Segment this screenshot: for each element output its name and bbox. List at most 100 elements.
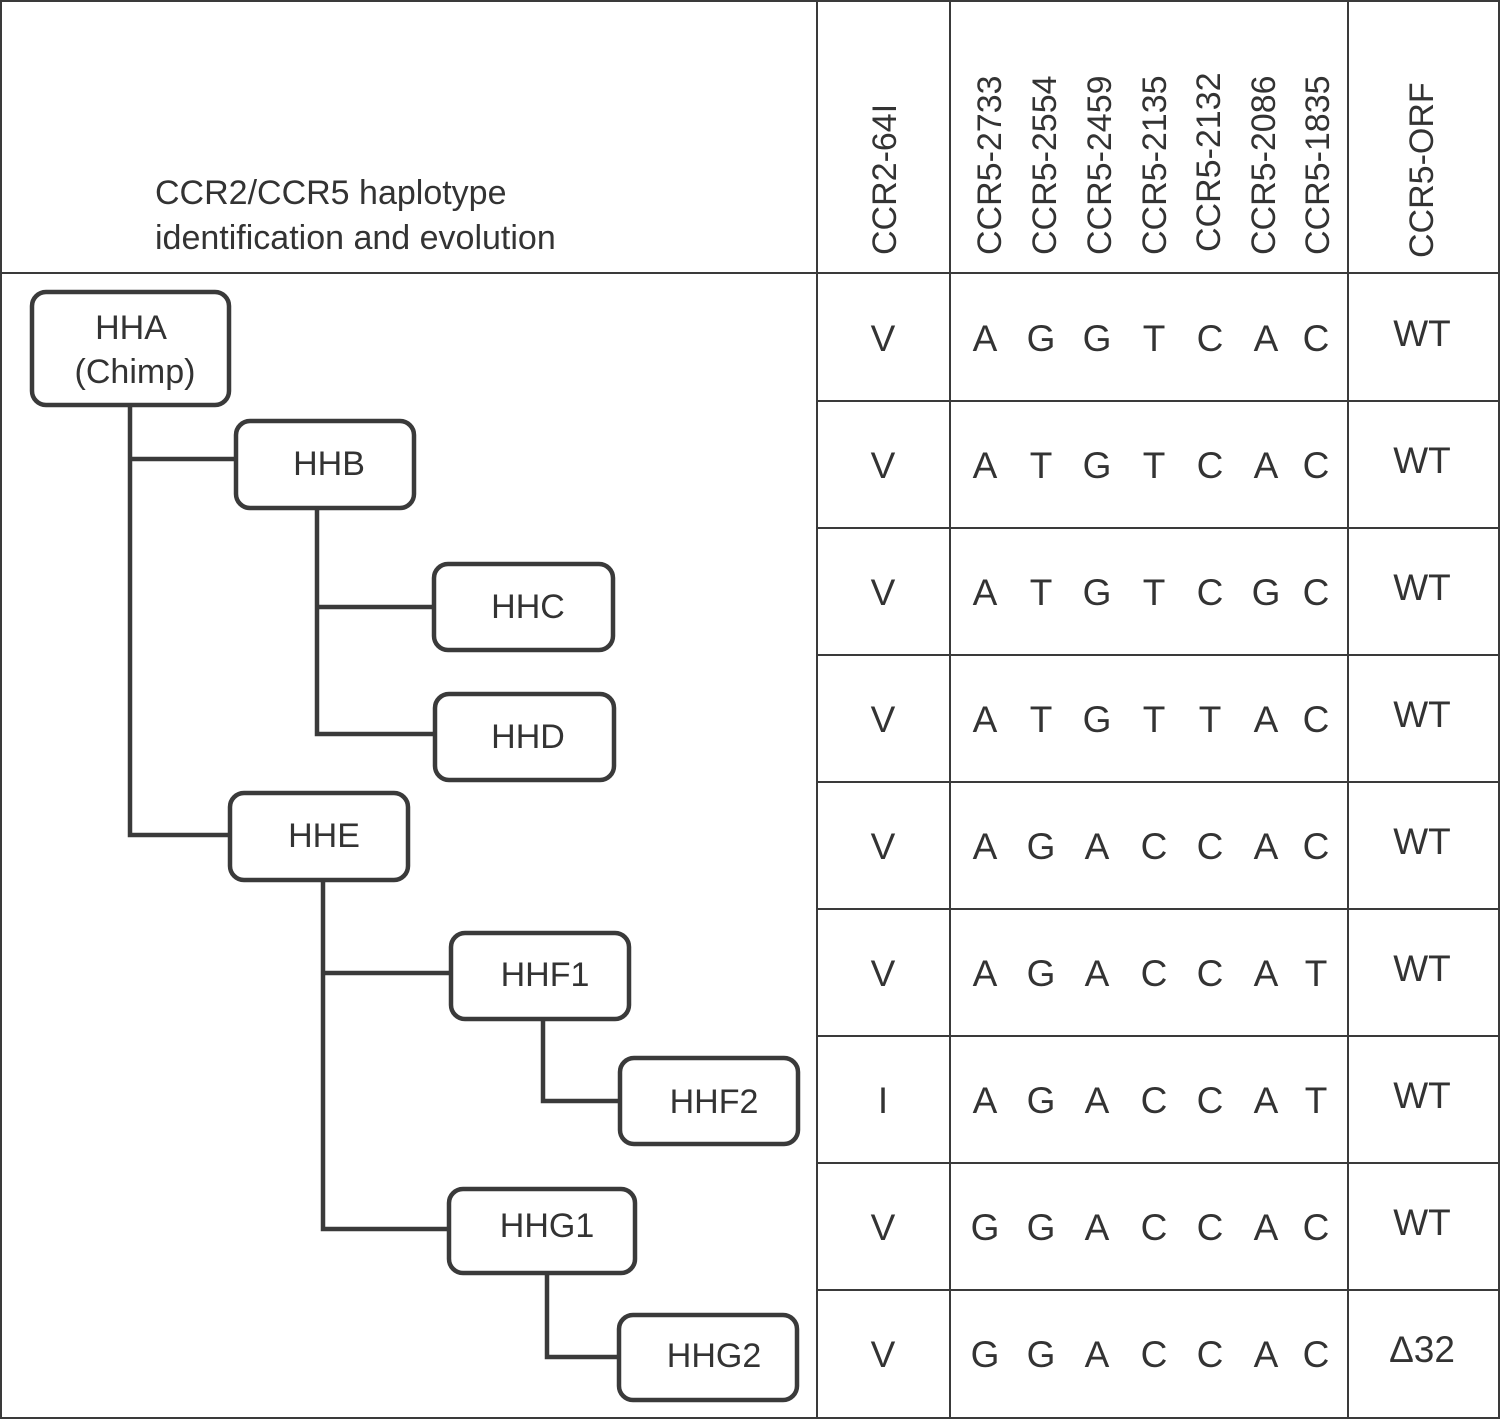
orf-cell: WT (1393, 1075, 1451, 1116)
snp-cell: G (1027, 1207, 1056, 1248)
column-header-ccr5-2733: CCR5-2733 (971, 75, 1009, 255)
node-label: HHA (95, 309, 167, 347)
node-label: HHF1 (501, 956, 590, 994)
snp-cell: A (1254, 826, 1279, 867)
node-label: HHE (288, 817, 360, 855)
snp-cell: A (973, 826, 998, 867)
snp-cell: C (1141, 953, 1168, 994)
ccr2-cell: V (871, 1334, 896, 1375)
tree-node-hhc: HHC (431, 561, 616, 653)
column-headers: CCR2-64I CCR5-2733 CCR5-2554 CCR5-2459 C… (866, 72, 1441, 258)
orf-cell: WT (1393, 694, 1451, 735)
tree-node-hhb: HHB (233, 418, 417, 511)
tree-node-hhg2: HHG2 (616, 1312, 800, 1403)
snp-cell: T (1305, 953, 1328, 994)
snp-cell: T (1143, 572, 1166, 613)
snp-cell: C (1303, 445, 1330, 486)
tree-node-hhg1: HHG1 (446, 1186, 638, 1276)
snp-cell: G (1083, 318, 1112, 359)
orf-cell: WT (1393, 948, 1451, 989)
snp-cell: A (1085, 1207, 1110, 1248)
tree-node-hhe: HHE (227, 790, 411, 883)
tree-node-hhd: HHD (432, 691, 617, 783)
snp-cell: G (1027, 1080, 1056, 1121)
node-label: HHB (293, 445, 365, 483)
snp-cell: A (973, 318, 998, 359)
snp-cell: G (1252, 572, 1281, 613)
table-row: V A T G T T A C WT (871, 694, 1451, 740)
snp-cell: G (1027, 826, 1056, 867)
snp-cell: C (1197, 1080, 1224, 1121)
snp-cell: C (1303, 699, 1330, 740)
snp-cell: T (1199, 699, 1222, 740)
table-row: V A T G T C A C WT (871, 440, 1451, 486)
snp-cell: A (1254, 1207, 1279, 1248)
figure-title-line1: CCR2/CCR5 haplotype (155, 174, 507, 212)
snp-cell: C (1303, 1334, 1330, 1375)
snp-cell: T (1030, 445, 1053, 486)
tree-node-hhf1: HHF1 (448, 930, 632, 1022)
orf-cell: Δ32 (1389, 1329, 1455, 1370)
column-header-ccr5-2459: CCR5-2459 (1081, 75, 1119, 255)
snp-cell: C (1141, 1207, 1168, 1248)
snp-cell: A (973, 699, 998, 740)
orf-cell: WT (1393, 1202, 1451, 1243)
snp-cell: C (1197, 1334, 1224, 1375)
node-sublabel: (Chimp) (75, 353, 196, 391)
node-label: HHG2 (667, 1337, 761, 1375)
snp-cell: A (1085, 1334, 1110, 1375)
column-header-ccr5-2086: CCR5-2086 (1245, 75, 1283, 255)
column-header-ccr5-2135: CCR5-2135 (1136, 75, 1174, 255)
snp-cell: G (1027, 1334, 1056, 1375)
node-label: HHD (491, 718, 565, 756)
ccr2-cell: I (878, 1080, 888, 1121)
snp-cell: A (1254, 318, 1279, 359)
snp-cell: C (1141, 1080, 1168, 1121)
snp-cell: C (1303, 826, 1330, 867)
snp-cell: A (1085, 1080, 1110, 1121)
snp-cell: C (1303, 318, 1330, 359)
ccr2-cell: V (871, 1207, 896, 1248)
snp-cell: T (1305, 1080, 1328, 1121)
node-label: HHC (491, 588, 565, 626)
ccr2-cell: V (871, 572, 896, 613)
snp-cell: G (971, 1334, 1000, 1375)
snp-cell: A (973, 1080, 998, 1121)
snp-cell: T (1143, 445, 1166, 486)
snp-cell: C (1197, 1207, 1224, 1248)
figure-title-line2: identification and evolution (155, 219, 556, 257)
snp-cell: A (973, 953, 998, 994)
ccr2-cell: V (871, 445, 896, 486)
table-row: V G G A C C A C WT (871, 1202, 1451, 1248)
snp-cell: G (1083, 699, 1112, 740)
snp-cell: G (1027, 318, 1056, 359)
ccr2-cell: V (871, 699, 896, 740)
node-label: HHG1 (500, 1207, 594, 1245)
snp-cell: C (1141, 1334, 1168, 1375)
ccr2-cell: V (871, 953, 896, 994)
orf-cell: WT (1393, 440, 1451, 481)
snp-cell: T (1143, 318, 1166, 359)
snp-cell: C (1197, 826, 1224, 867)
orf-cell: WT (1393, 567, 1451, 608)
snp-cell: A (1254, 953, 1279, 994)
node-label: HHF2 (670, 1083, 759, 1121)
snp-cell: C (1141, 826, 1168, 867)
snp-cell: T (1030, 699, 1053, 740)
snp-cell: G (1027, 953, 1056, 994)
snp-cell: A (1254, 445, 1279, 486)
column-header-ccr5-2132: CCR5-2132 (1190, 72, 1228, 252)
snp-cell: G (1083, 572, 1112, 613)
table-row: I A G A C C A T WT (878, 1075, 1451, 1121)
data-rows: V A G G T C A C WTV A T G T C A C WTV A T G T C G C WTV A T G T T A C WT… (871, 313, 1455, 1375)
table-row: V A T G T C G C WT (871, 567, 1451, 613)
snp-cell: G (1083, 445, 1112, 486)
snp-cell: A (973, 572, 998, 613)
table-row: V G G A C C A C Δ32 (871, 1329, 1455, 1375)
ccr2-cell: V (871, 826, 896, 867)
snp-cell: C (1303, 1207, 1330, 1248)
table-row: V A G A C C A C WT (871, 821, 1451, 867)
tree-node-hhf2: HHF2 (617, 1055, 801, 1147)
